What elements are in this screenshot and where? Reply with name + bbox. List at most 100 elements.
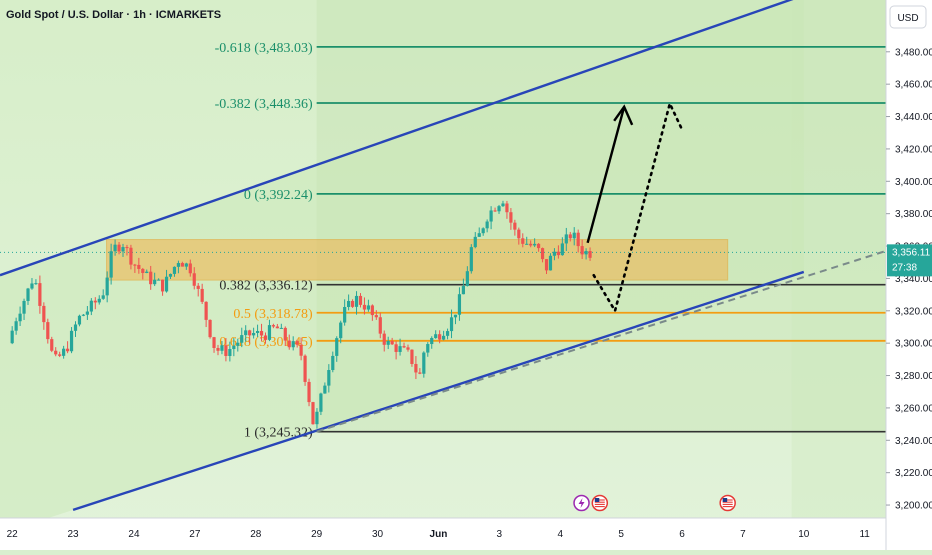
dashed-trendline (316, 249, 887, 433)
candle (548, 253, 553, 271)
candle-body (315, 411, 319, 425)
candle (184, 262, 188, 270)
candle-body (58, 354, 62, 356)
us-flag-icon[interactable] (591, 494, 609, 512)
candle (172, 266, 177, 277)
candle-body (259, 330, 264, 336)
x-tick-label: 4 (557, 529, 563, 540)
candle (26, 287, 30, 305)
candle (200, 283, 204, 305)
currency-button[interactable]: USD (897, 13, 918, 24)
candle (85, 306, 89, 320)
candle-body (588, 251, 592, 258)
candle (22, 298, 26, 320)
candle (34, 279, 38, 285)
candle (438, 330, 442, 344)
candle (259, 323, 264, 342)
candle (287, 334, 291, 350)
candle (422, 351, 426, 378)
candle (481, 227, 485, 236)
candle-body (188, 263, 192, 274)
y-tick-label: 3,300.00 (895, 339, 932, 350)
x-tick-label: 10 (798, 529, 810, 540)
candle-body (141, 268, 145, 273)
candle (331, 351, 335, 373)
candle (311, 401, 315, 425)
candle-body (489, 210, 493, 222)
candle (109, 243, 113, 285)
candle (157, 278, 161, 281)
candle-body (426, 344, 430, 353)
projection-arrow-dotted (592, 99, 684, 315)
candle-body (73, 324, 78, 331)
lightning-icon[interactable] (573, 494, 590, 512)
candle (299, 337, 303, 361)
candle-body (568, 234, 572, 239)
candle-body (220, 345, 224, 351)
candle (442, 330, 446, 341)
candle-body (129, 247, 133, 265)
candle (240, 327, 244, 348)
candle-body (69, 330, 74, 352)
fib-level-label: -0.382 (3,448.36) (215, 97, 313, 112)
time-axis[interactable] (0, 518, 886, 550)
candle (584, 248, 588, 260)
candle-body (339, 322, 343, 339)
candle (525, 236, 529, 245)
candle (544, 259, 549, 275)
candle-body (366, 305, 371, 310)
candle-body (93, 300, 97, 303)
x-tick-label: 30 (372, 529, 384, 540)
candle (315, 408, 319, 429)
candle-body (350, 300, 355, 307)
candle-body (374, 315, 378, 318)
candle-body (200, 288, 204, 302)
candle-body (149, 271, 153, 285)
candle-body (240, 335, 244, 343)
candle-body (50, 339, 54, 351)
currency-button-box[interactable] (889, 5, 927, 29)
candle-body (560, 243, 564, 256)
fib-level-label: 0 (3,392.24) (244, 188, 313, 203)
candle (248, 329, 252, 344)
y-tick-label: 3,420.00 (895, 144, 932, 155)
us-flag-icon[interactable] (719, 494, 736, 512)
candle-body (481, 228, 485, 234)
y-tick-label: 3,340.00 (895, 274, 932, 285)
candle-body (390, 340, 394, 345)
candle (493, 207, 497, 212)
candle (588, 247, 592, 261)
candle (232, 338, 236, 357)
candle (208, 319, 212, 339)
x-tick-label: Jun (430, 529, 448, 540)
candle-body (521, 238, 525, 244)
y-tick-label: 3,380.00 (895, 209, 932, 220)
candle-body (291, 341, 295, 348)
candle (497, 204, 501, 214)
fib-level-label: 0.5 (3,318.78) (233, 307, 313, 322)
marker-circle (591, 494, 609, 512)
candle-body (287, 340, 291, 348)
candle-body (204, 301, 208, 320)
candle (370, 304, 374, 321)
candle-body (453, 314, 458, 318)
candle-body (172, 266, 177, 274)
candle (366, 299, 371, 312)
candle (89, 298, 93, 316)
candle (125, 244, 129, 256)
candle-body (307, 381, 311, 403)
candle (390, 337, 394, 346)
candle-body (449, 317, 454, 332)
candle-body (283, 327, 287, 341)
candle-body (533, 243, 537, 246)
candle (489, 206, 493, 230)
candle-body (164, 276, 169, 292)
candle-body (46, 322, 50, 340)
y-tick-label: 3,280.00 (895, 371, 932, 382)
candle (176, 260, 181, 274)
candle-body (279, 327, 283, 329)
candle (461, 278, 465, 295)
candle (164, 269, 169, 293)
